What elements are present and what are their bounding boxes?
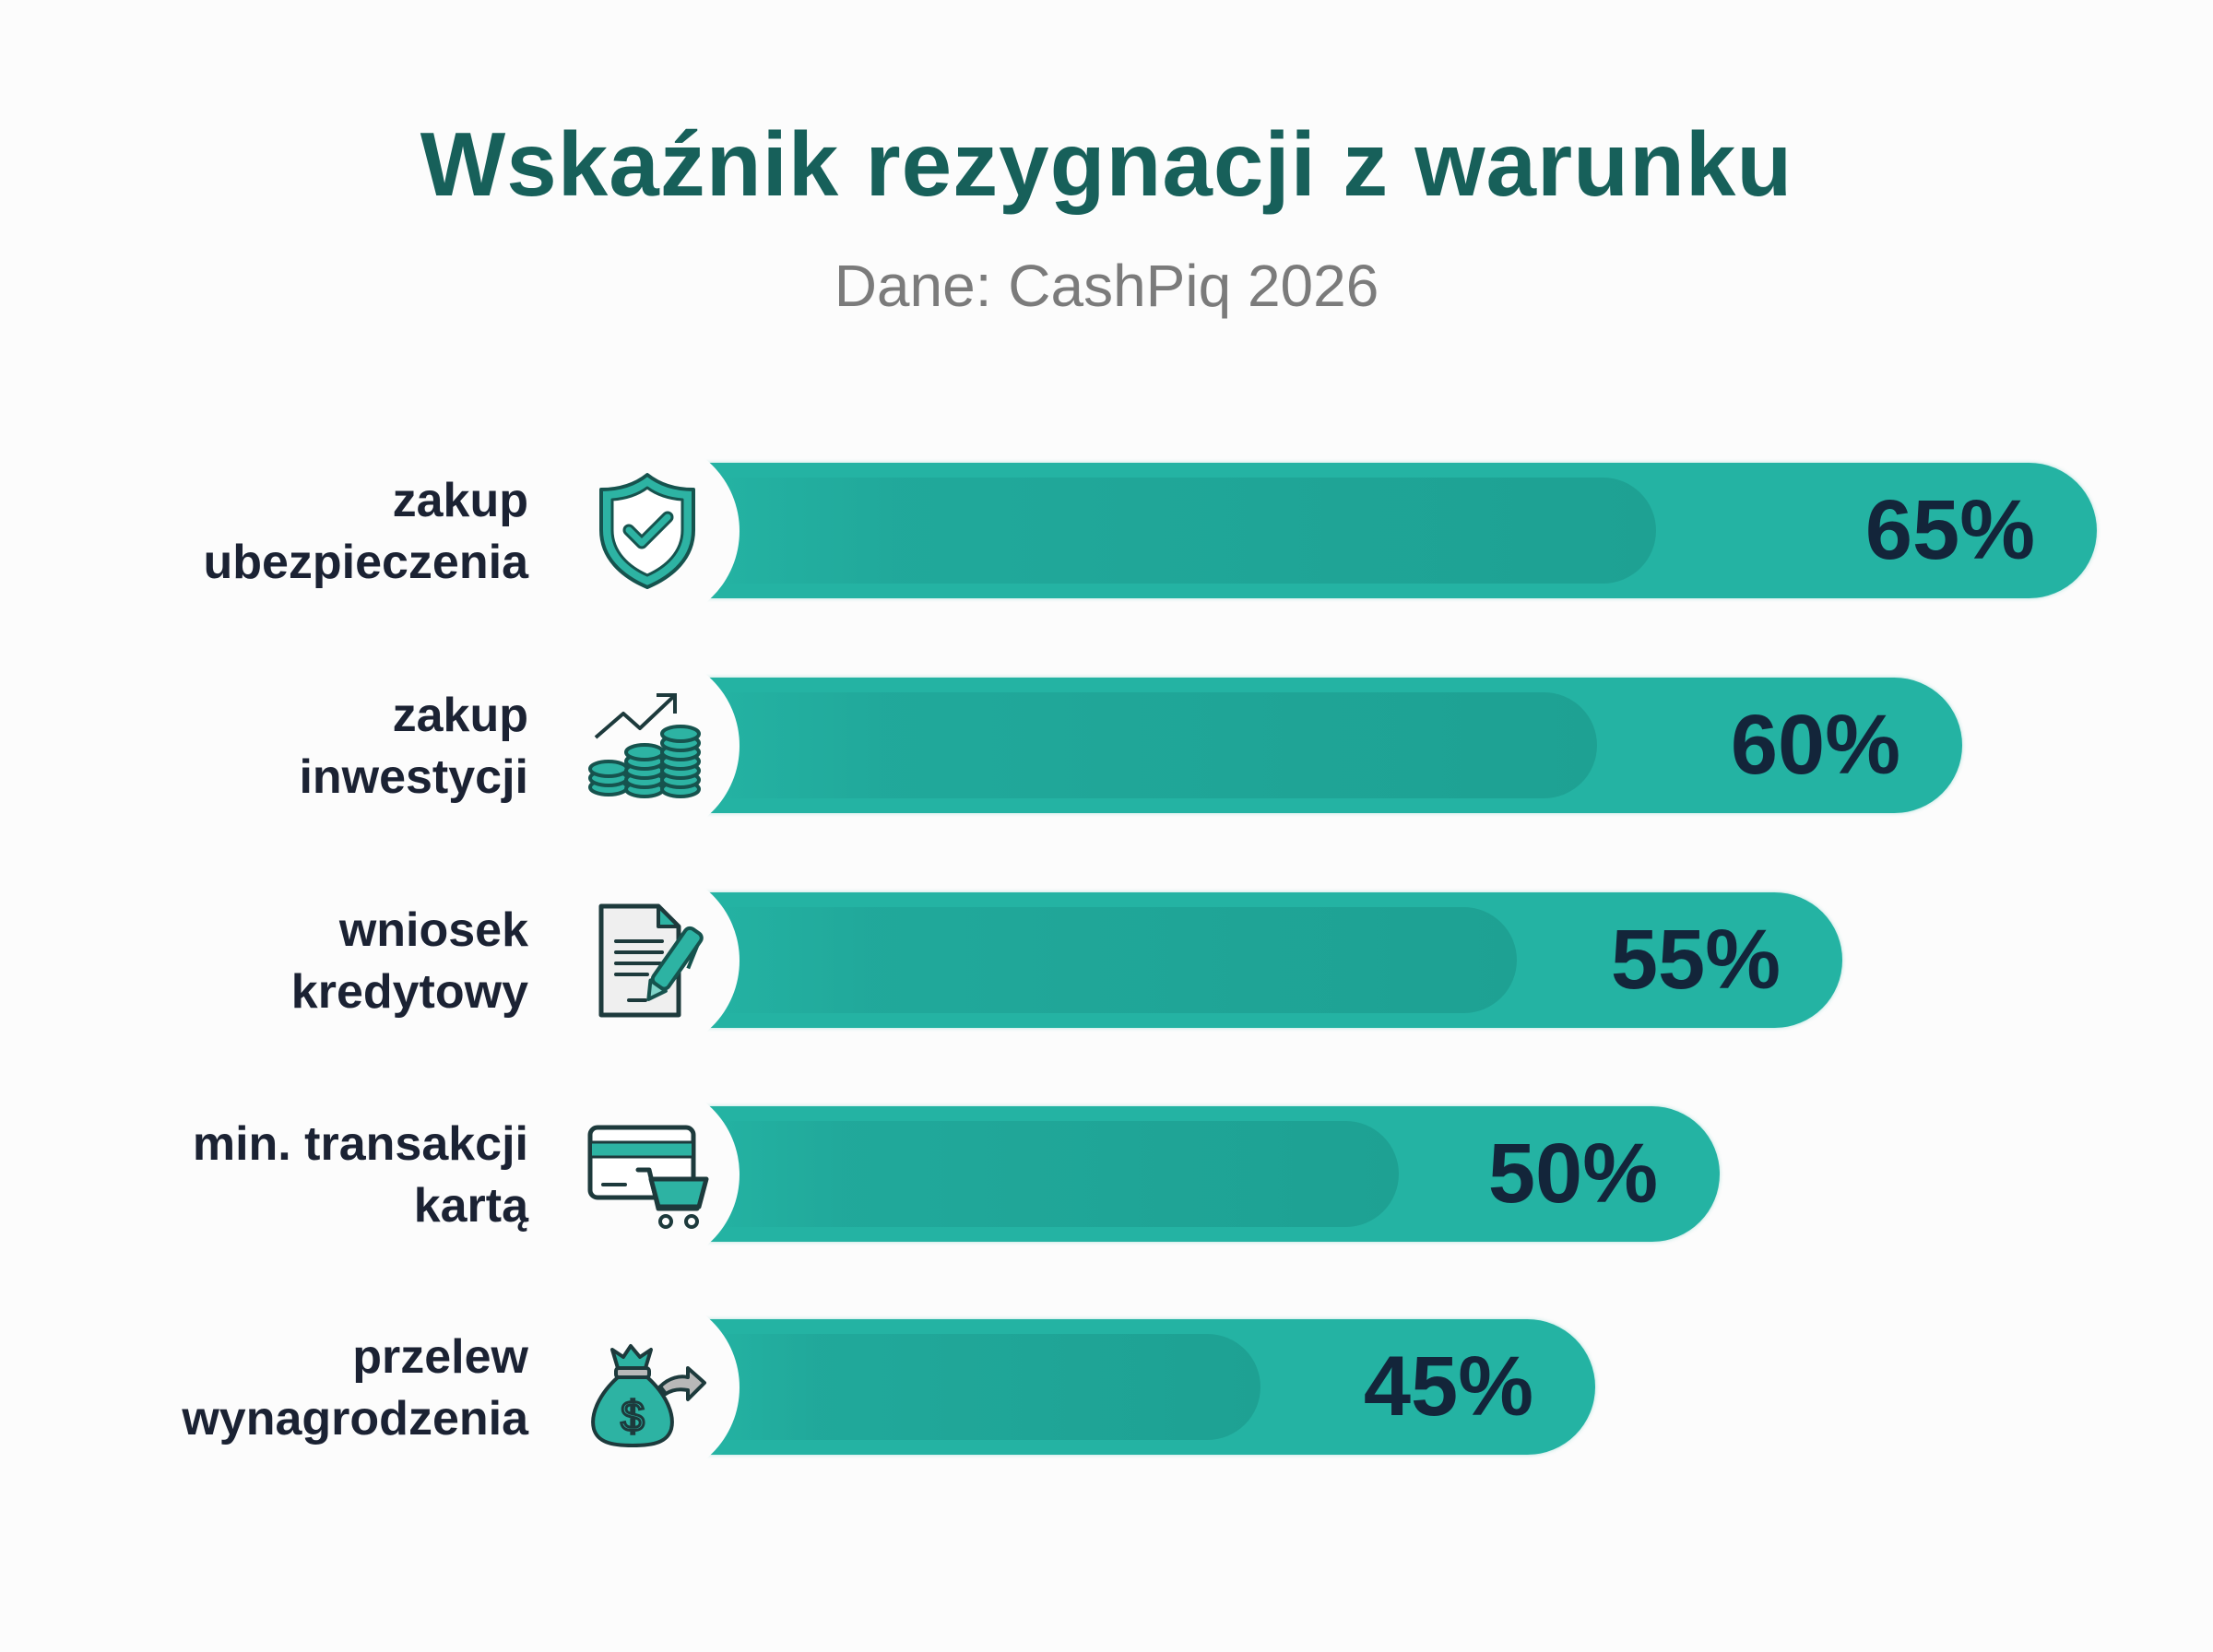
bar-row-przelew-wynagrodzenia: przelew wynagrodzenia 45% $: [0, 1294, 2213, 1481]
category-label: min. transakcji kartą: [193, 1114, 528, 1237]
value-label: 55%: [1610, 913, 1781, 1007]
category-label: przelew wynagrodzenia: [182, 1327, 528, 1450]
bar-inner-highlight: [703, 1334, 1260, 1440]
category-label: wniosek kredytowy: [291, 900, 528, 1023]
category-label: zakup ubezpieczenia: [203, 470, 528, 594]
bar-row-wniosek-kredytowy: wniosek kredytowy 55%: [0, 867, 2213, 1054]
bar-row-zakup-inwestycji: zakup inwestycji 60%: [0, 653, 2213, 839]
chart-title: Wskaźnik rezygnacji z warunku: [420, 113, 1793, 215]
bar: 65%: [703, 463, 2097, 598]
bar-inner-highlight: [703, 478, 1656, 584]
category-label: zakup inwestycji: [299, 685, 528, 808]
bar-row-min-transakcji-karta: min. transakcji kartą 50%: [0, 1081, 2213, 1268]
bar: 55%: [703, 892, 1842, 1028]
label-line-1: przelew: [352, 1330, 528, 1384]
bar: 50%: [703, 1106, 1720, 1242]
chart-subtitle: Dane: CashPiq 2026: [834, 253, 1379, 319]
coins-growth-icon: [583, 680, 712, 809]
bar-inner-highlight: [703, 692, 1597, 798]
card-cart-icon: [583, 1109, 712, 1238]
label-line-1: zakup: [392, 689, 528, 742]
bar-inner-highlight: [703, 1121, 1399, 1227]
document-pen-icon: [583, 895, 712, 1024]
label-line-2: kartą: [413, 1179, 528, 1233]
label-line-2: ubezpieczenia: [203, 536, 528, 589]
value-label: 65%: [1864, 483, 2035, 577]
value-label: 45%: [1363, 1339, 1533, 1434]
label-line-1: wniosek: [338, 903, 528, 957]
money-bag-transfer-icon: $: [583, 1322, 712, 1451]
label-line-2: wynagrodzenia: [182, 1392, 528, 1446]
label-line-2: kredytowy: [290, 965, 528, 1019]
bar: 45%: [703, 1319, 1595, 1455]
bar: 60%: [703, 678, 1962, 813]
value-label: 50%: [1487, 1127, 1658, 1221]
bar-inner-highlight: [703, 907, 1517, 1013]
value-label: 60%: [1730, 698, 1900, 792]
bar-row-zakup-ubezpieczenia: zakup ubezpieczenia 65%: [0, 438, 2213, 624]
svg-text:$: $: [621, 1392, 645, 1440]
label-line-1: min. transakcji: [192, 1117, 528, 1171]
label-line-2: inwestycji: [299, 750, 528, 804]
shield-check-icon: [583, 466, 712, 595]
label-line-1: zakup: [392, 474, 528, 527]
